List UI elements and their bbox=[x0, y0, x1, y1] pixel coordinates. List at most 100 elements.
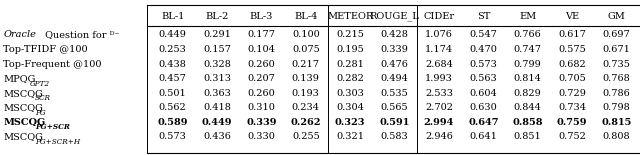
Text: CIDEr: CIDEr bbox=[424, 12, 454, 21]
Text: 0.501: 0.501 bbox=[159, 89, 186, 98]
Text: 0.589: 0.589 bbox=[157, 118, 188, 127]
Text: ST: ST bbox=[477, 12, 490, 21]
Text: 0.313: 0.313 bbox=[203, 74, 231, 83]
Text: 0.193: 0.193 bbox=[292, 89, 320, 98]
Text: 2.946: 2.946 bbox=[425, 132, 453, 141]
Text: 0.583: 0.583 bbox=[381, 132, 408, 141]
Text: MSCQG: MSCQG bbox=[3, 118, 45, 127]
Text: PG+SCR+H: PG+SCR+H bbox=[35, 138, 81, 146]
Text: 0.177: 0.177 bbox=[248, 30, 275, 39]
Text: 0.281: 0.281 bbox=[336, 60, 364, 69]
Text: GM: GM bbox=[607, 12, 625, 21]
Text: 0.321: 0.321 bbox=[336, 132, 364, 141]
Text: 0.428: 0.428 bbox=[381, 30, 408, 39]
Text: 0.617: 0.617 bbox=[558, 30, 586, 39]
Text: BL-2: BL-2 bbox=[205, 12, 228, 21]
Text: 0.815: 0.815 bbox=[602, 118, 632, 127]
Text: 0.858: 0.858 bbox=[513, 118, 543, 127]
Text: 0.766: 0.766 bbox=[514, 30, 541, 39]
Text: 0.253: 0.253 bbox=[159, 45, 186, 54]
Text: Top-TFIDF @100: Top-TFIDF @100 bbox=[3, 45, 88, 54]
Text: 0.851: 0.851 bbox=[514, 132, 541, 141]
Text: Oracle: Oracle bbox=[3, 30, 36, 39]
Text: BL-1: BL-1 bbox=[161, 12, 184, 21]
Text: 0.339: 0.339 bbox=[381, 45, 408, 54]
Text: 0.217: 0.217 bbox=[292, 60, 320, 69]
Text: 0.844: 0.844 bbox=[514, 103, 541, 112]
Text: VE: VE bbox=[565, 12, 579, 21]
Text: MSCQG: MSCQG bbox=[3, 132, 43, 141]
Text: 2.702: 2.702 bbox=[425, 103, 453, 112]
Text: 0.630: 0.630 bbox=[470, 103, 497, 112]
Text: 0.363: 0.363 bbox=[203, 89, 231, 98]
Text: BL-4: BL-4 bbox=[294, 12, 317, 21]
Text: 0.436: 0.436 bbox=[203, 132, 231, 141]
Text: 1.993: 1.993 bbox=[425, 74, 453, 83]
Text: 0.323: 0.323 bbox=[335, 118, 365, 127]
Text: 2.533: 2.533 bbox=[425, 89, 453, 98]
Text: 0.808: 0.808 bbox=[603, 132, 630, 141]
Text: 0.759: 0.759 bbox=[557, 118, 588, 127]
Text: 0.157: 0.157 bbox=[203, 45, 231, 54]
Text: 0.565: 0.565 bbox=[381, 103, 408, 112]
Text: 0.682: 0.682 bbox=[558, 60, 586, 69]
Text: 2.684: 2.684 bbox=[425, 60, 453, 69]
Text: 0.591: 0.591 bbox=[380, 118, 410, 127]
Text: ROUGE_L: ROUGE_L bbox=[370, 11, 419, 21]
Text: 0.563: 0.563 bbox=[470, 74, 497, 83]
Text: 0.282: 0.282 bbox=[336, 74, 364, 83]
Text: 0.215: 0.215 bbox=[336, 30, 364, 39]
Text: 0.418: 0.418 bbox=[203, 103, 231, 112]
Text: 0.697: 0.697 bbox=[603, 30, 630, 39]
Text: 0.255: 0.255 bbox=[292, 132, 319, 141]
Text: PG: PG bbox=[35, 109, 46, 117]
Text: 0.734: 0.734 bbox=[558, 103, 586, 112]
Text: 0.139: 0.139 bbox=[292, 74, 320, 83]
Text: 0.339: 0.339 bbox=[246, 118, 276, 127]
Text: 0.798: 0.798 bbox=[603, 103, 630, 112]
Text: 0.262: 0.262 bbox=[291, 118, 321, 127]
Text: 0.786: 0.786 bbox=[603, 89, 630, 98]
Text: 0.234: 0.234 bbox=[292, 103, 320, 112]
Text: 0.470: 0.470 bbox=[469, 45, 497, 54]
Text: 0.729: 0.729 bbox=[558, 89, 586, 98]
Text: 0.303: 0.303 bbox=[336, 89, 364, 98]
Text: 0.573: 0.573 bbox=[159, 132, 186, 141]
Text: 0.494: 0.494 bbox=[381, 74, 408, 83]
Text: 0.195: 0.195 bbox=[336, 45, 364, 54]
Text: 0.573: 0.573 bbox=[469, 60, 497, 69]
Text: 0.747: 0.747 bbox=[514, 45, 541, 54]
Text: 0.647: 0.647 bbox=[468, 118, 499, 127]
Text: 0.291: 0.291 bbox=[203, 30, 231, 39]
Text: 0.104: 0.104 bbox=[248, 45, 275, 54]
Text: 0.260: 0.260 bbox=[248, 60, 275, 69]
Text: 0.799: 0.799 bbox=[514, 60, 541, 69]
Text: METEOR: METEOR bbox=[327, 12, 373, 21]
Text: MSCQG: MSCQG bbox=[3, 89, 43, 98]
Text: 0.768: 0.768 bbox=[603, 74, 630, 83]
Text: MSCQG: MSCQG bbox=[3, 103, 43, 112]
Text: 0.260: 0.260 bbox=[248, 89, 275, 98]
Text: SCR: SCR bbox=[35, 94, 51, 102]
Text: Question for ᴰ⁻: Question for ᴰ⁻ bbox=[42, 30, 120, 39]
Text: 0.476: 0.476 bbox=[381, 60, 408, 69]
Text: PG+SCR: PG+SCR bbox=[35, 123, 70, 131]
Text: 0.328: 0.328 bbox=[203, 60, 231, 69]
Text: 0.457: 0.457 bbox=[159, 74, 186, 83]
Text: EM: EM bbox=[519, 12, 536, 21]
Text: 0.535: 0.535 bbox=[381, 89, 408, 98]
Text: 0.575: 0.575 bbox=[558, 45, 586, 54]
Text: 1.076: 1.076 bbox=[425, 30, 453, 39]
Text: 0.438: 0.438 bbox=[159, 60, 186, 69]
Text: 0.100: 0.100 bbox=[292, 30, 319, 39]
Text: GPT2: GPT2 bbox=[30, 80, 50, 88]
Text: 0.604: 0.604 bbox=[470, 89, 497, 98]
Text: 0.330: 0.330 bbox=[248, 132, 275, 141]
Text: 1.174: 1.174 bbox=[425, 45, 453, 54]
Text: 0.562: 0.562 bbox=[159, 103, 186, 112]
Text: 0.304: 0.304 bbox=[336, 103, 364, 112]
Text: 0.641: 0.641 bbox=[469, 132, 497, 141]
Text: 0.449: 0.449 bbox=[159, 30, 186, 39]
Text: Top-Frequent @100: Top-Frequent @100 bbox=[3, 60, 102, 69]
Text: 0.075: 0.075 bbox=[292, 45, 319, 54]
